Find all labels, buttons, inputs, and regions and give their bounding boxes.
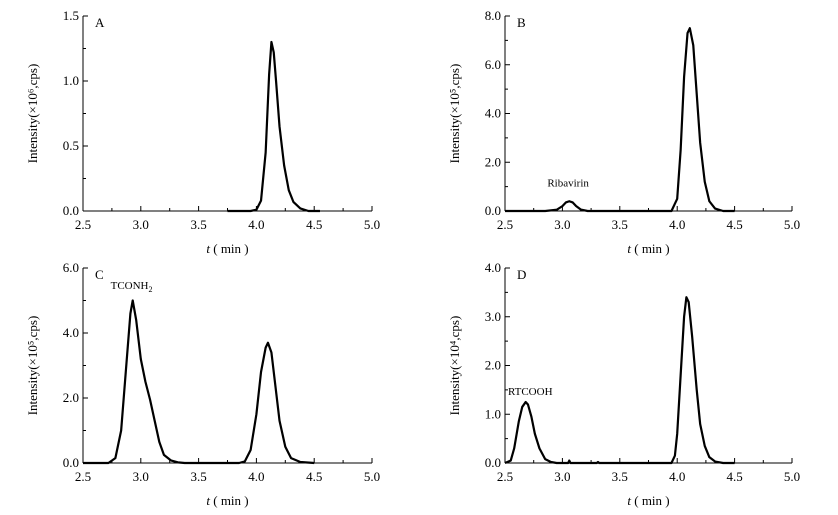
x-axis-label-unit: ( min )	[631, 493, 670, 508]
chart-panel-a: 2.5 3.0 3.5 4.0 4.5 5.0 0.0 0.5 1.0 1.5 t ( min ) I…	[25, 8, 380, 256]
y-tick-label: 3.0	[485, 309, 501, 324]
peak-annotation-subscript: 2	[148, 285, 152, 294]
x-axis-label-variable: t	[206, 241, 210, 256]
chart-panel-c: 2.5 3.0 3.5 4.0 4.5 5.0 0.0 2.0 4.0 6.0 t ( min ) I…	[25, 260, 380, 508]
chromatogram-trace	[83, 299, 315, 465]
y-axis-label: Intensity(×10⁴,cps)	[447, 316, 462, 416]
x-axis-label: t ( min )	[206, 241, 248, 256]
y-axis-label: Intensity(×10⁶,cps)	[25, 64, 40, 164]
x-tick-label: 3.5	[190, 217, 206, 232]
y-tick-label: 0.0	[485, 203, 501, 218]
y-tick-label: 4.0	[485, 260, 501, 275]
x-tick-label: 2.5	[497, 217, 513, 232]
x-tick-label: 4.5	[306, 469, 322, 484]
chart-panel-b: 2.5 3.0 3.5 4.0 4.5 5.0 0.0 2.0 4.0 6.0 8.0 t ( min…	[447, 8, 800, 256]
x-tick-label: 2.5	[497, 469, 513, 484]
chart-panel-d: 2.5 3.0 3.5 4.0 4.5 5.00.01.02.03.04.0t ( min…	[447, 260, 800, 508]
x-axis-label-unit: ( min )	[210, 241, 249, 256]
x-axis-label-unit: ( min )	[210, 493, 249, 508]
peak-annotation: TCONH2	[111, 280, 153, 294]
peak-annotation-text: Ribavirin	[547, 178, 589, 190]
peak-annotation: RTCOOH	[508, 386, 553, 398]
x-tick-label: 5.0	[784, 217, 800, 232]
y-tick-label: 0.0	[63, 455, 79, 470]
x-tick-label: 4.5	[726, 217, 742, 232]
x-tick-label: 4.0	[669, 469, 685, 484]
x-tick-label: 3.5	[612, 217, 628, 232]
chromatogram-trace	[505, 27, 735, 213]
panel-label: B	[517, 15, 526, 30]
y-tick-label: 1.0	[63, 73, 79, 88]
x-tick-label: 4.5	[306, 217, 322, 232]
x-axis-label: t ( min )	[627, 241, 669, 256]
x-tick-label: 3.0	[554, 469, 570, 484]
y-tick-label: 0.0	[485, 455, 501, 470]
y-tick-label: 6.0	[485, 57, 501, 72]
x-axis-label-variable: t	[206, 493, 210, 508]
y-tick-label: 2.0	[485, 154, 501, 169]
y-tick-label: 4.0	[63, 325, 79, 340]
y-tick-label: 6.0	[63, 260, 79, 275]
y-tick-label: 8.0	[485, 8, 501, 23]
y-axis-label: Intensity(×10⁵,cps)	[447, 64, 462, 164]
x-tick-label: 4.0	[248, 469, 264, 484]
y-tick-label: 4.0	[485, 106, 501, 121]
y-tick-label: 0.0	[63, 203, 79, 218]
y-tick-label: 0.5	[63, 138, 79, 153]
x-axis-label-variable: t	[627, 241, 631, 256]
peak-annotation: Ribavirin	[547, 178, 589, 190]
y-axis-label: Intensity(×10⁵,cps)	[25, 316, 40, 416]
y-tick-label: 1.5	[63, 8, 79, 23]
x-tick-label: 3.0	[133, 469, 149, 484]
x-tick-label: 4.5	[726, 469, 742, 484]
chromatogram-trace	[504, 296, 735, 465]
x-tick-label: 5.0	[364, 469, 380, 484]
x-tick-label: 4.0	[669, 217, 685, 232]
x-axis-label: t ( min )	[627, 493, 669, 508]
y-tick-label: 2.0	[63, 390, 79, 405]
x-tick-label: 4.0	[248, 217, 264, 232]
x-tick-label: 2.5	[75, 469, 91, 484]
x-axis-label-variable: t	[627, 493, 631, 508]
x-axis-label-unit: ( min )	[631, 241, 670, 256]
x-tick-label: 2.5	[75, 217, 91, 232]
peak-annotation-text: RTCOOH	[508, 386, 553, 398]
panel-label: A	[95, 15, 105, 30]
peak-annotation-text: TCONH	[111, 280, 149, 292]
x-axis-label: t ( min )	[206, 493, 248, 508]
panel-label: D	[517, 267, 526, 282]
x-tick-label: 3.0	[133, 217, 149, 232]
panel-label: C	[95, 267, 104, 282]
x-tick-label: 3.0	[554, 217, 570, 232]
x-tick-label: 5.0	[784, 469, 800, 484]
chromatogram-trace	[227, 40, 320, 213]
x-tick-label: 3.5	[612, 469, 628, 484]
y-tick-label: 1.0	[485, 406, 501, 421]
x-tick-label: 5.0	[364, 217, 380, 232]
x-tick-label: 3.5	[190, 469, 206, 484]
y-tick-label: 2.0	[485, 358, 501, 373]
